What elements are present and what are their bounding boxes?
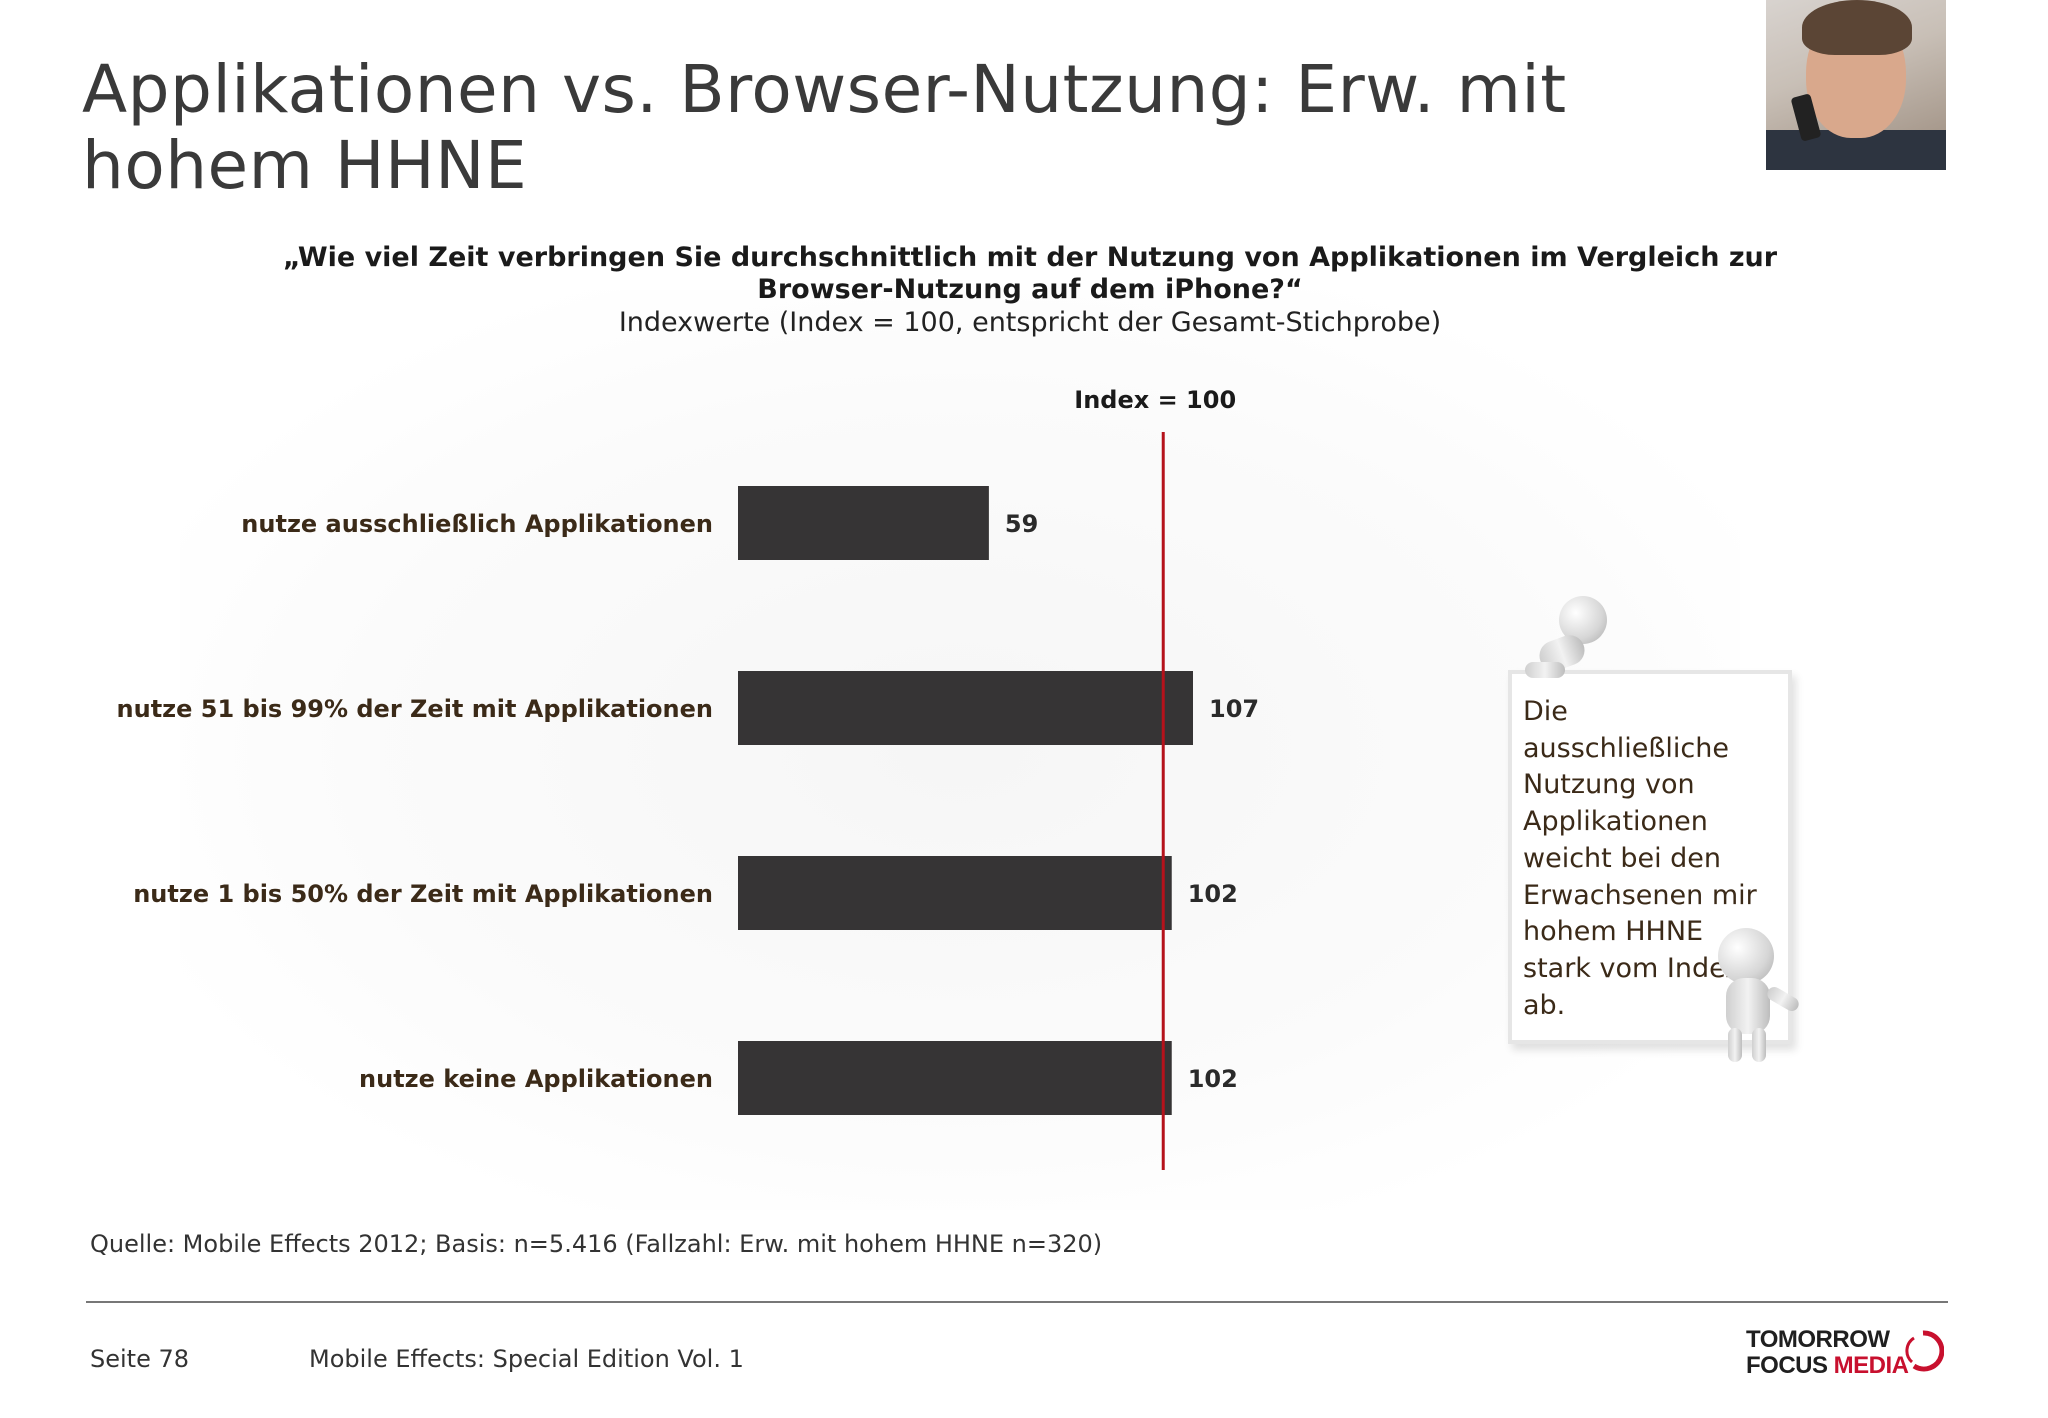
bar-value-label: 102 xyxy=(1188,880,1238,908)
businessman-photo xyxy=(1766,0,1946,170)
figure-bottom-icon xyxy=(1706,928,1810,1064)
bar xyxy=(738,856,1172,930)
bar-value-label: 107 xyxy=(1209,695,1259,723)
category-label: nutze keine Applikationen xyxy=(359,1065,713,1093)
category-label: nutze 51 bis 99% der Zeit mit Applikatio… xyxy=(117,695,713,723)
survey-question: „Wie viel Zeit verbringen Sie durchschni… xyxy=(282,242,1778,305)
note-text: Die ausschließliche Nutzung von Applikat… xyxy=(1523,696,1757,1021)
bar-value-label: 59 xyxy=(1005,510,1038,538)
tomorrow-focus-media-logo: TOMORROW FOCUS MEDIA xyxy=(1746,1326,1956,1380)
survey-subtitle: Indexwerte (Index = 100, entspricht der … xyxy=(618,307,1442,338)
figure-top-icon xyxy=(1525,596,1615,686)
bar xyxy=(738,671,1193,745)
category-label: nutze ausschließlich Applikationen xyxy=(241,510,713,538)
category-label: nutze 1 bis 50% der Zeit mit Applikation… xyxy=(133,880,713,908)
bar-value-label: 102 xyxy=(1188,1065,1238,1093)
source-note: Quelle: Mobile Effects 2012; Basis: n=5.… xyxy=(90,1230,1103,1258)
page-title: Applikationen vs. Browser-Nutzung: Erw. … xyxy=(82,51,1567,204)
bar xyxy=(738,486,989,560)
footer-divider xyxy=(86,1301,1948,1303)
index-reference-label: Index = 100 xyxy=(1074,386,1236,414)
bar xyxy=(738,1041,1172,1115)
page-number: Seite 78 xyxy=(90,1345,190,1373)
edition-label: Mobile Effects: Special Edition Vol. 1 xyxy=(309,1345,744,1373)
